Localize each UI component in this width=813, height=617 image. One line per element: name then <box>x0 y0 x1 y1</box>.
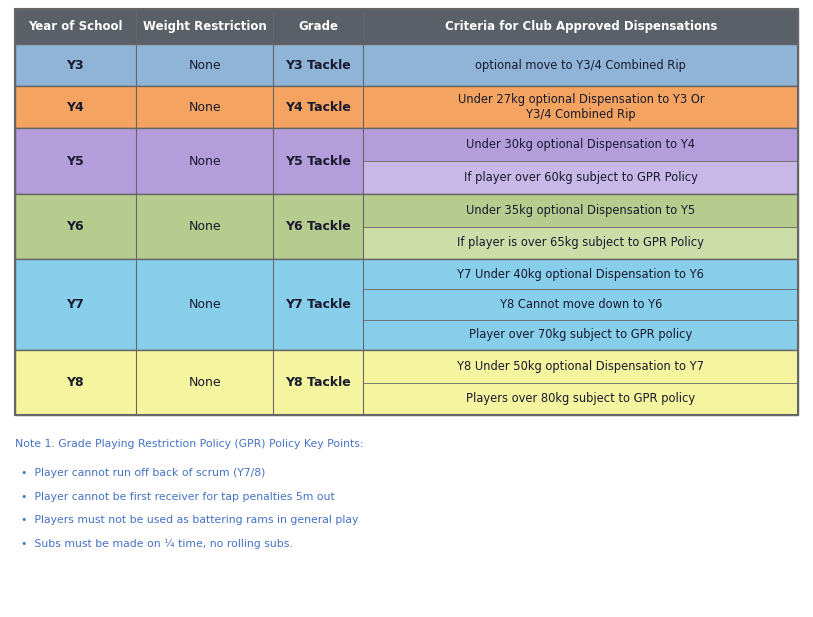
Text: •  Subs must be made on ¼ time, no rolling subs.: • Subs must be made on ¼ time, no rollin… <box>21 539 293 549</box>
FancyBboxPatch shape <box>15 9 798 44</box>
Text: None: None <box>189 101 221 114</box>
Text: Y7 Under 40kg optional Dispensation to Y6: Y7 Under 40kg optional Dispensation to Y… <box>458 268 704 281</box>
Text: None: None <box>189 376 221 389</box>
FancyBboxPatch shape <box>363 86 798 128</box>
Text: Year of School: Year of School <box>28 20 123 33</box>
FancyBboxPatch shape <box>15 194 363 259</box>
Text: None: None <box>189 59 221 72</box>
Text: Y8: Y8 <box>67 376 85 389</box>
Text: None: None <box>189 220 221 233</box>
Text: •  Player cannot run off back of scrum (Y7/8): • Player cannot run off back of scrum (Y… <box>21 468 266 478</box>
Text: Criteria for Club Approved Dispensations: Criteria for Club Approved Dispensations <box>445 20 717 33</box>
Text: Y7: Y7 <box>67 298 85 311</box>
Text: Players over 80kg subject to GPR policy: Players over 80kg subject to GPR policy <box>467 392 695 405</box>
FancyBboxPatch shape <box>363 161 798 194</box>
Text: If player over 60kg subject to GPR Policy: If player over 60kg subject to GPR Polic… <box>464 171 698 184</box>
Text: Note 1. Grade Playing Restriction Policy (GPR) Policy Key Points:: Note 1. Grade Playing Restriction Policy… <box>15 439 363 449</box>
FancyBboxPatch shape <box>363 289 798 320</box>
Text: Under 27kg optional Dispensation to Y3 Or
Y3/4 Combined Rip: Under 27kg optional Dispensation to Y3 O… <box>458 93 704 122</box>
Text: None: None <box>189 298 221 311</box>
FancyBboxPatch shape <box>363 226 798 259</box>
FancyBboxPatch shape <box>363 128 798 161</box>
Text: Y8 Tackle: Y8 Tackle <box>285 376 351 389</box>
FancyBboxPatch shape <box>363 194 798 226</box>
Text: Grade: Grade <box>298 20 338 33</box>
Text: Player over 70kg subject to GPR policy: Player over 70kg subject to GPR policy <box>469 328 693 341</box>
FancyBboxPatch shape <box>363 383 798 415</box>
Text: •  Player cannot be first receiver for tap penalties 5m out: • Player cannot be first receiver for ta… <box>21 492 335 502</box>
FancyBboxPatch shape <box>363 44 798 86</box>
Text: Y8 Under 50kg optional Dispensation to Y7: Y8 Under 50kg optional Dispensation to Y… <box>458 360 704 373</box>
FancyBboxPatch shape <box>15 44 363 86</box>
Text: Under 30kg optional Dispensation to Y4: Under 30kg optional Dispensation to Y4 <box>467 138 695 151</box>
Text: Y4 Tackle: Y4 Tackle <box>285 101 351 114</box>
FancyBboxPatch shape <box>363 350 798 383</box>
FancyBboxPatch shape <box>15 128 363 194</box>
Text: Under 35kg optional Dispensation to Y5: Under 35kg optional Dispensation to Y5 <box>466 204 695 217</box>
Text: If player is over 65kg subject to GPR Policy: If player is over 65kg subject to GPR Po… <box>458 236 704 249</box>
Text: optional move to Y3/4 Combined Rip: optional move to Y3/4 Combined Rip <box>476 59 686 72</box>
FancyBboxPatch shape <box>15 350 363 415</box>
Text: Y6: Y6 <box>67 220 85 233</box>
Text: Y7 Tackle: Y7 Tackle <box>285 298 351 311</box>
Text: Y3: Y3 <box>67 59 85 72</box>
Text: Y5 Tackle: Y5 Tackle <box>285 155 351 168</box>
Text: Y3 Tackle: Y3 Tackle <box>285 59 351 72</box>
Text: Weight Restriction: Weight Restriction <box>143 20 267 33</box>
FancyBboxPatch shape <box>363 320 798 350</box>
Text: Y8 Cannot move down to Y6: Y8 Cannot move down to Y6 <box>500 298 662 311</box>
Text: •  Players must not be used as battering rams in general play: • Players must not be used as battering … <box>21 515 359 525</box>
FancyBboxPatch shape <box>15 259 363 350</box>
FancyBboxPatch shape <box>363 259 798 289</box>
FancyBboxPatch shape <box>15 86 363 128</box>
Text: Y4: Y4 <box>67 101 85 114</box>
Text: None: None <box>189 155 221 168</box>
Text: Y5: Y5 <box>67 155 85 168</box>
Text: Y6 Tackle: Y6 Tackle <box>285 220 351 233</box>
